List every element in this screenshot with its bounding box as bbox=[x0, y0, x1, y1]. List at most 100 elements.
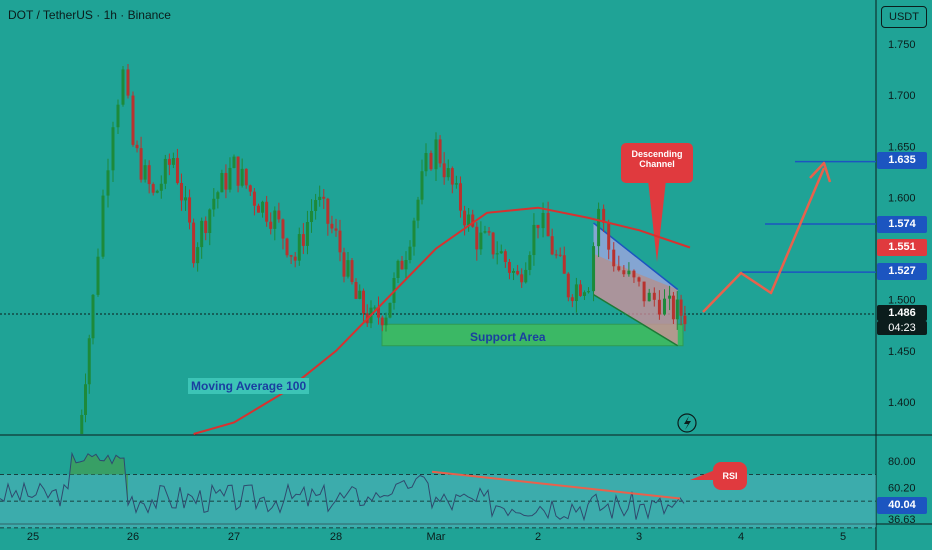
x-tick-label: 26 bbox=[127, 531, 139, 543]
candle-body bbox=[188, 197, 192, 223]
candle-body bbox=[562, 255, 566, 274]
candle-body bbox=[424, 153, 428, 172]
candle-body bbox=[637, 277, 641, 282]
y-tick-label: 1.500 bbox=[888, 295, 916, 307]
x-tick-label: 4 bbox=[738, 531, 744, 543]
candle-body bbox=[607, 222, 611, 250]
symbol-title[interactable]: DOT / TetherUS · 1h · Binance bbox=[8, 8, 171, 22]
candle-body bbox=[301, 234, 305, 246]
candle-body bbox=[622, 270, 626, 275]
candle-body bbox=[380, 317, 384, 326]
x-tick-label: 2 bbox=[535, 531, 541, 543]
candle-body bbox=[106, 170, 110, 196]
candle-body bbox=[293, 256, 297, 261]
candle-body bbox=[151, 184, 155, 193]
candle-body bbox=[171, 158, 175, 165]
candle-body bbox=[499, 251, 503, 254]
candle-body bbox=[322, 196, 326, 199]
level-tag-1574: 1.574 bbox=[877, 216, 927, 233]
rsi-divergence-line bbox=[431, 470, 681, 500]
candle-body bbox=[516, 270, 520, 275]
candle-body bbox=[167, 158, 171, 165]
candle-body bbox=[657, 299, 661, 315]
candle-body bbox=[503, 251, 507, 262]
rsi-callout: RSI bbox=[713, 462, 747, 490]
candle-body bbox=[396, 260, 400, 278]
candle-body bbox=[587, 291, 590, 293]
candle-body bbox=[184, 197, 188, 201]
candle-body bbox=[314, 200, 318, 211]
candle-body bbox=[507, 261, 511, 273]
candle-body bbox=[111, 127, 115, 171]
candle-body bbox=[532, 224, 536, 256]
currency-button[interactable]: USDT bbox=[881, 6, 927, 28]
candle-body bbox=[467, 214, 471, 226]
lightning-icon bbox=[677, 413, 697, 433]
descending-channel-callout: Descending Channel bbox=[621, 143, 693, 183]
candle-body bbox=[200, 220, 204, 248]
candle-body bbox=[404, 260, 408, 270]
candle-body bbox=[175, 158, 179, 184]
candle-body bbox=[450, 168, 454, 185]
candle-body bbox=[483, 231, 487, 233]
candle-body bbox=[491, 232, 495, 255]
x-tick-label: 25 bbox=[27, 531, 39, 543]
candle-body bbox=[80, 414, 84, 434]
candle-body bbox=[558, 254, 562, 256]
candle-body bbox=[446, 168, 450, 178]
candle-body bbox=[192, 222, 196, 264]
candle-body bbox=[326, 198, 330, 224]
candle-body bbox=[285, 238, 289, 256]
candle-body bbox=[362, 290, 365, 314]
x-tick-label: 3 bbox=[636, 531, 642, 543]
y-tick-label: 1.600 bbox=[888, 192, 916, 204]
candle-body bbox=[679, 299, 683, 316]
candle-body bbox=[281, 219, 285, 239]
y-tick-label: 1.750 bbox=[888, 39, 916, 51]
rsi-overbought-fill bbox=[70, 453, 128, 505]
candle-body bbox=[597, 208, 601, 247]
candle-body bbox=[232, 156, 236, 168]
candle-body bbox=[520, 274, 524, 283]
candle-body bbox=[121, 69, 125, 105]
candle-body bbox=[546, 212, 550, 237]
y-tick-label: 1.700 bbox=[888, 90, 916, 102]
x-tick-label: 5 bbox=[840, 531, 846, 543]
candle-body bbox=[388, 302, 392, 318]
candle-body bbox=[528, 255, 532, 270]
candle-body bbox=[277, 210, 281, 220]
candle-body bbox=[578, 284, 582, 296]
candle-body bbox=[434, 139, 438, 170]
projection-arrowhead bbox=[809, 161, 832, 183]
candle-body bbox=[116, 104, 120, 128]
candle-body bbox=[216, 192, 220, 199]
candle-body bbox=[429, 153, 433, 170]
candle-body bbox=[101, 195, 105, 257]
y-tick-label: 1.400 bbox=[888, 397, 916, 409]
candle-body bbox=[642, 281, 646, 302]
candle-body bbox=[350, 260, 354, 283]
candle-body bbox=[582, 292, 586, 296]
candle-body bbox=[354, 282, 358, 299]
candle-body bbox=[550, 236, 554, 255]
candle-body bbox=[358, 290, 362, 299]
level-tag-1527: 1.527 bbox=[877, 263, 927, 280]
candle-body bbox=[126, 69, 130, 96]
candle-body bbox=[632, 270, 636, 278]
candle-body bbox=[330, 223, 334, 229]
rsi-tick-label: 60.20 bbox=[888, 482, 916, 494]
candle-body bbox=[204, 220, 208, 234]
moving-average-label: Moving Average 100 bbox=[188, 378, 310, 394]
candle-body bbox=[566, 273, 570, 298]
x-tick-label: 28 bbox=[330, 531, 342, 543]
candle-body bbox=[212, 198, 216, 210]
candle-body bbox=[408, 246, 412, 261]
candle-body bbox=[252, 191, 256, 206]
rsi-value-tag: 40.04 bbox=[877, 497, 927, 514]
lightning-bolt bbox=[684, 416, 691, 430]
candle-body bbox=[297, 234, 301, 261]
x-tick-label: 27 bbox=[228, 531, 240, 543]
candle-body bbox=[475, 226, 479, 250]
